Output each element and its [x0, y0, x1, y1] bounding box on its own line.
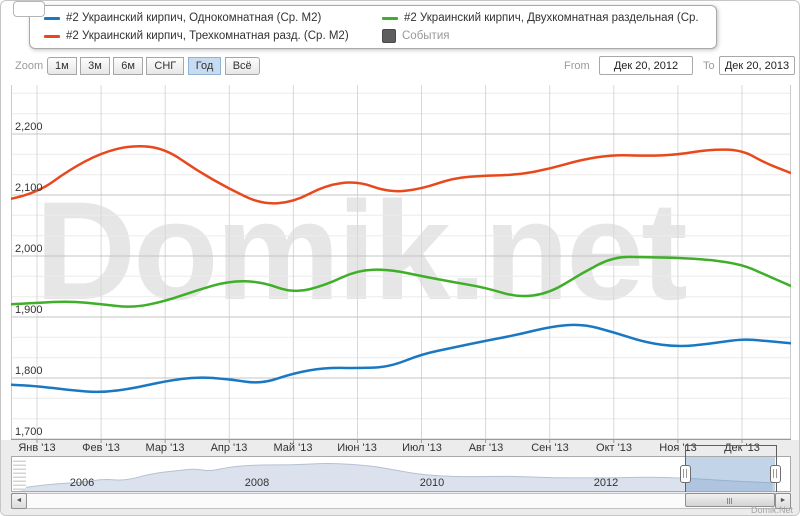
legend-item-one-room[interactable]: #2 Украинский кирпич, Однокомнатная (Ср.…	[44, 9, 382, 27]
legend-label: #2 Украинский кирпич, Однокомнатная (Ср.…	[66, 12, 322, 24]
from-label: From	[564, 60, 590, 72]
chart-legend: #2 Украинский кирпич, Однокомнатная (Ср.…	[29, 5, 717, 49]
series-line-2	[11, 145, 791, 205]
x-tick-label: Янв '13	[18, 442, 56, 454]
range-button-ytd[interactable]: СНГ	[146, 57, 185, 75]
scrollbar-right-arrow[interactable]: ►	[775, 493, 791, 509]
legend-item-three-room[interactable]: #2 Украинский кирпич, Трехкомнатная разд…	[44, 27, 382, 45]
legend-label: События	[402, 30, 450, 42]
range-selector: 1м 3м 6м СНГ Год Всё	[47, 56, 260, 75]
nav-year-label: 2006	[69, 477, 95, 489]
scrollbar-left-arrow[interactable]: ◄	[11, 493, 27, 509]
x-tick-label: Июн '13	[337, 442, 377, 454]
range-button-6m[interactable]: 6м	[113, 57, 143, 75]
x-tick-label: Авг '13	[468, 442, 504, 454]
navigator-selection-outline	[685, 445, 777, 492]
nav-year-label: 2010	[419, 477, 445, 489]
x-tick-label: Окт '13	[596, 442, 632, 454]
x-tick-label: Июл '13	[402, 442, 442, 454]
navigator[interactable]: 2006 2008 2010 2012	[11, 456, 791, 492]
y-tick-label: 1,900	[15, 304, 43, 316]
x-tick-label: Фев '13	[82, 442, 120, 454]
navigator-left-grip	[13, 458, 26, 490]
legend-item-two-room[interactable]: #2 Украинский кирпич, Двухкомнатная разд…	[382, 9, 702, 27]
plot-area[interactable]: Domik.net 1,700 1,800 1,900 2,000 2,100 2,200	[11, 85, 791, 445]
nav-year-label: 2008	[244, 477, 270, 489]
from-date-input[interactable]	[599, 56, 693, 75]
events-swatch-icon	[382, 29, 396, 43]
month-gridlines	[36, 85, 743, 439]
y-tick-label: 2,100	[15, 182, 43, 194]
series-line-0	[11, 323, 791, 394]
scrollbar-track[interactable]	[11, 493, 791, 509]
range-button-3m[interactable]: 3м	[80, 57, 110, 75]
scrollbar-thumb[interactable]	[685, 493, 775, 507]
navigator-selected-range	[685, 457, 776, 491]
x-tick-label: Мар '13	[145, 442, 185, 454]
y-tick-label: 2,200	[15, 121, 43, 133]
y-tick-label: 1,800	[15, 365, 43, 377]
corner-tab[interactable]	[13, 1, 45, 17]
series-line-1	[11, 255, 791, 308]
legend-label: #2 Украинский кирпич, Двухкомнатная разд…	[404, 12, 702, 24]
to-date-input[interactable]	[719, 56, 795, 75]
navigator-handle-left[interactable]	[680, 465, 691, 483]
legend-item-events[interactable]: События	[382, 27, 702, 45]
range-button-all[interactable]: Всё	[224, 57, 260, 75]
zoom-label: Zoom	[15, 60, 44, 72]
to-label: To	[703, 60, 715, 72]
main-chart-svg: 1,700 1,800 1,900 2,000 2,100 2,200	[11, 85, 791, 443]
navigator-svg	[20, 457, 776, 491]
legend-label: #2 Украинский кирпич, Трехкомнатная разд…	[66, 30, 349, 42]
navigator-area	[20, 463, 773, 491]
range-button-year[interactable]: Год	[187, 57, 222, 75]
navigator-handle-right[interactable]	[770, 465, 781, 483]
y-tick-label: 2,000	[15, 243, 43, 255]
x-tick-label: Май '13	[273, 442, 313, 454]
x-axis-labels: Янв '13 Фев '13 Мар '13 Апр '13 Май '13 Июн '…	[11, 442, 791, 456]
x-tick-label: Апр '13	[210, 442, 248, 454]
series-swatch-orange	[44, 34, 60, 38]
y-tick-label: 1,700	[15, 426, 43, 438]
range-button-1m[interactable]: 1м	[47, 57, 77, 75]
series-swatch-blue	[44, 16, 60, 20]
series-swatch-green	[382, 16, 398, 20]
x-tick-label: Сен '13	[531, 442, 569, 454]
nav-year-label: 2012	[593, 477, 619, 489]
major-gridlines	[11, 133, 791, 440]
credit-text: Domik.Net	[750, 505, 793, 515]
